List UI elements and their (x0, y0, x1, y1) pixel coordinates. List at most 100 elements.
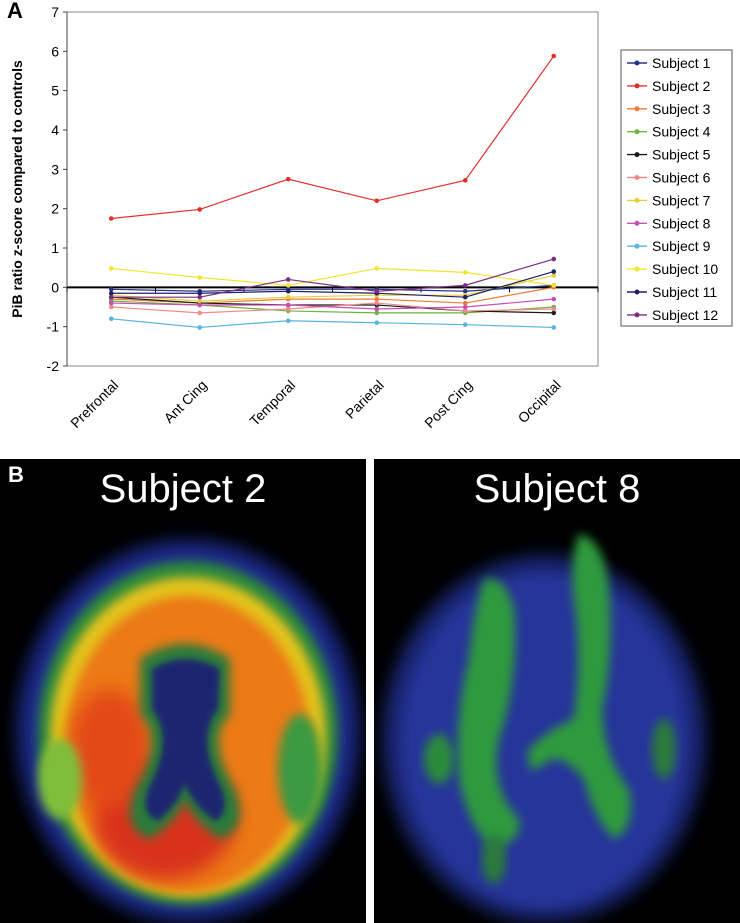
x-tick-label: Post Cing (421, 377, 475, 431)
data-point (108, 290, 114, 296)
y-tick-label: -2 (47, 358, 60, 374)
data-point (551, 310, 557, 316)
y-axis-title: PiB ratio z-score compared to controls (9, 60, 25, 318)
scan-title: Subject 2 (99, 467, 267, 511)
series-path (111, 258, 554, 298)
legend-box (620, 49, 733, 327)
data-point (551, 325, 557, 330)
legend-item: Subject 1 (627, 55, 711, 71)
legend-label: Subject 8 (652, 215, 711, 231)
legend-swatch-marker (634, 152, 640, 158)
legend-label: Subject 1 (652, 55, 711, 71)
legend-item: Subject 3 (627, 101, 711, 117)
legend-label: Subject 7 (652, 192, 711, 208)
data-point (285, 318, 291, 324)
series-line (108, 300, 557, 316)
legend: Subject 1 Subject 2 Subject 3 Subject 4 Subj… (620, 49, 733, 327)
data-point (551, 306, 557, 312)
data-point (108, 316, 114, 322)
legend-swatch-marker (634, 129, 640, 135)
data-point (551, 269, 557, 274)
x-tick-label: Occipital (515, 377, 564, 426)
series-path (111, 284, 554, 292)
series-path (111, 318, 554, 329)
data-point (462, 300, 468, 306)
data-point (108, 216, 114, 221)
data-point (285, 306, 291, 312)
panel-b-label: B (8, 462, 24, 487)
data-point (285, 294, 291, 300)
series-path (111, 274, 554, 302)
series-path (111, 55, 555, 220)
data-point (551, 273, 557, 278)
data-point (108, 287, 114, 292)
scan-title: Subject 8 (473, 467, 641, 511)
data-point (285, 176, 291, 182)
y-tick-label: 2 (51, 201, 59, 217)
x-tick-label: Temporal (246, 377, 298, 429)
x-tick-label: Prefrontal (67, 377, 121, 431)
y-tick-label: 6 (51, 43, 59, 59)
data-point (374, 306, 380, 312)
legend-item: Subject 2 (627, 78, 711, 94)
legend-swatch-marker (634, 220, 640, 226)
y-tick-label: 0 (51, 279, 59, 295)
legend-swatch-marker (634, 312, 640, 318)
legend-swatch-marker (634, 60, 640, 66)
pet-scan-subject-8 (384, 534, 704, 921)
data-point (551, 283, 557, 288)
data-point (108, 294, 114, 300)
data-point (462, 283, 468, 288)
legend-swatch-marker (634, 197, 640, 203)
series-line (108, 256, 557, 300)
x-tick-label: Parietal (342, 377, 387, 422)
y-tick-label: -1 (47, 319, 60, 335)
data-point (551, 53, 557, 59)
x-tick-label: Ant Cing (161, 377, 210, 426)
legend-item: Subject 6 (627, 170, 711, 186)
data-point (197, 302, 203, 308)
data-point (197, 325, 203, 330)
data-point (197, 310, 203, 316)
data-point (374, 266, 380, 271)
legend-swatch-marker (634, 289, 640, 295)
data-point (462, 288, 468, 294)
data-point (197, 290, 203, 296)
data-point (285, 277, 291, 282)
data-point (197, 275, 203, 280)
legend-item: Subject 9 (627, 238, 711, 254)
series-line (108, 269, 557, 300)
scan-panel-subject-8: Subject 8 (374, 459, 740, 923)
y-tick-label: 5 (51, 83, 59, 99)
series-path (111, 296, 554, 314)
legend-label: Subject 10 (652, 261, 718, 277)
data-point (462, 308, 468, 314)
legend-label: Subject 11 (652, 284, 717, 300)
data-point (108, 266, 114, 271)
legend-label: Subject 9 (652, 238, 711, 254)
legend-label: Subject 2 (652, 78, 711, 94)
data-point (462, 178, 468, 183)
series-path (111, 298, 554, 310)
pet-scan-subject-2 (18, 541, 358, 921)
data-point (374, 300, 380, 306)
line-chart: -2 -1 0 1 2 3 4 5 6 7 Prefrontal Ant Cing Temporal P… (9, 4, 733, 431)
data-point (285, 283, 291, 288)
series-line (108, 266, 557, 288)
series-path (111, 302, 554, 314)
series-line (108, 53, 557, 221)
legend-swatch-marker (634, 243, 640, 249)
panel-a-label: A (7, 0, 23, 23)
data-point (197, 298, 203, 304)
data-point (285, 302, 291, 308)
data-point (374, 198, 380, 204)
data-point (374, 310, 380, 316)
legend-item: Subject 5 (627, 147, 711, 163)
data-point (462, 294, 468, 300)
legend-label: Subject 4 (652, 124, 711, 140)
series-line (108, 316, 557, 330)
data-point (551, 296, 557, 302)
legend-swatch-marker (634, 106, 640, 112)
data-point (197, 294, 203, 300)
legend-swatch-marker (634, 83, 640, 89)
